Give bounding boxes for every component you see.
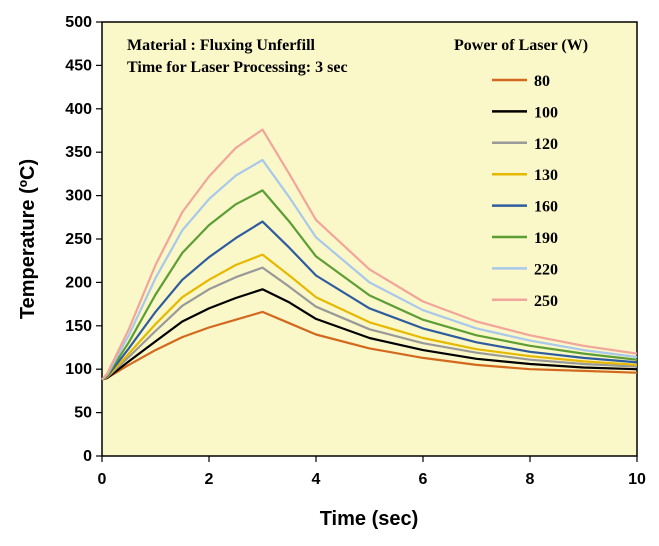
legend-title: Power of Laser (W) [454,37,588,54]
x-tick-label: 6 [419,471,428,488]
y-tick-label: 300 [65,188,92,205]
legend-label-220w: 220 [534,261,558,278]
series-line-220w [101,158,638,381]
legend-label-250w: 250 [534,293,558,310]
series-line-250w [101,128,638,381]
legend-label-190w: 190 [534,230,558,247]
series-line-130w [101,253,638,381]
series-line-190w [101,189,638,381]
annotation-material: Material : Fluxing Unferfill [127,37,316,54]
axes-layer: 0 50 100 150 200 250 300 350 400 450 500 0 2 4 6 8 10 [65,14,646,488]
y-tick-label: 50 [74,405,92,422]
x-tick-label: 10 [628,471,646,488]
series-line-160w [101,220,638,381]
y-tick-label: 0 [83,448,92,465]
legend-label-160w: 160 [534,199,558,216]
y-axis-title: Temperature (ºC) [17,159,39,319]
y-tick-label: 150 [65,318,92,335]
x-tick-label: 8 [526,471,535,488]
legend-label-120w: 120 [534,136,558,153]
legend-label-100w: 100 [534,104,558,121]
series-line-120w [101,266,638,381]
y-tick-label: 200 [65,274,92,291]
plot-background [101,21,638,457]
y-tick-label: 350 [65,144,92,161]
y-tick-label: 400 [65,101,92,118]
x-tick-label: 4 [312,471,321,488]
series-line-80w [101,310,638,381]
y-tick-label: 250 [65,231,92,248]
series-layer [101,128,638,381]
legend-label-130w: 130 [534,167,558,184]
annotation-time: Time for Laser Processing: 3 sec [127,59,348,76]
legend: 80 100 120 130 160 190 220 250 [492,73,558,310]
x-tick-label: 0 [98,471,107,488]
x-tick-label: 2 [205,471,214,488]
y-tick-label: 500 [65,14,92,31]
y-tick-label: 100 [65,361,92,378]
x-axis-title: Time (sec) [320,508,419,530]
series-line-100w [101,288,638,381]
legend-label-80w: 80 [534,73,550,90]
y-tick-label: 450 [65,57,92,74]
